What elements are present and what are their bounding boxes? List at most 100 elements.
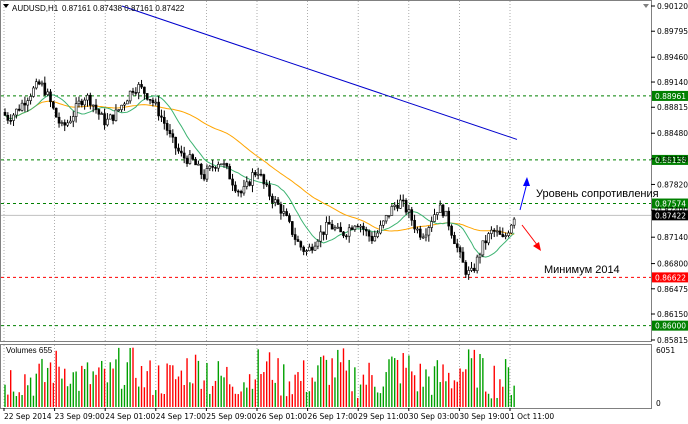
candle-body [228,166,232,180]
candle-body [498,230,502,235]
candle-body [128,90,132,102]
price-axis: 0.90120 0.89795 0.89460 0.89140 0.88815 0.884… [651,2,688,345]
price-tick-label: 0.86475 [657,285,688,294]
symbol-label: AUDUSD,H1 [12,4,59,13]
candle-body [134,92,138,94]
time-tick-label: 25 Sep 09:00 [206,412,256,421]
candle-body [34,81,38,89]
level-price-label: 0.87574 [655,200,686,209]
down-arrow-head-icon [533,242,541,251]
candle-body [504,235,507,237]
candle-body [399,199,402,209]
candle-body [222,163,226,165]
candle-body [356,225,360,228]
candle-body [145,93,149,100]
candle-body [473,267,476,272]
candle-body [396,204,399,209]
candle-body [236,190,240,193]
fast-ma-line [4,94,515,258]
current-price-label: 0.87422 [655,211,686,220]
candle-body [162,116,166,124]
candle-body [382,220,385,226]
candle-body [80,100,84,106]
candle-body [424,234,428,238]
candle-body [265,183,268,186]
candle-body [20,102,24,111]
candle-body [219,163,223,166]
candle-body [117,109,121,111]
candle-body [123,103,126,106]
time-tick-label: 24 Sep 17:00 [156,412,206,421]
candle-body [15,108,18,116]
header: AUDUSD,H1 0.87161 0.87438 0.87161 0.8742… [3,4,649,13]
candle-body [299,241,303,248]
candle-body [330,223,334,230]
price-tick-label: 0.86800 [657,260,688,269]
candle-body [436,212,439,215]
candle-body [17,108,21,111]
candle-body [254,172,257,176]
level-price-box [652,320,688,331]
ohlc-values: 0.87161 0.87438 0.87161 0.87422 [62,4,185,13]
price-tick-label: 0.90120 [657,2,688,11]
candle-body [413,219,416,230]
candle-body [23,102,27,106]
price-tick-label: 0.89795 [657,27,688,36]
time-tick-label: 29 Sep 11:00 [358,412,408,421]
candle-body [214,167,217,169]
candles [3,76,516,280]
annotation-resistance: Уровень сопротивления [536,188,659,200]
candle-body [276,199,280,205]
candle-body [319,231,323,242]
candle-body [296,239,300,242]
candle-body [182,152,186,159]
candle-body [143,86,146,94]
candle-body [202,174,206,180]
candle-body [208,165,212,169]
candle-body [430,221,433,228]
candle-body [481,240,485,256]
candle-body [313,245,317,251]
candle-body [384,215,388,222]
candle-body [325,222,328,235]
candle-body [171,133,175,138]
candle-body [248,181,251,186]
candle-body [256,173,260,176]
time-tick-label: 24 Sep 01:00 [105,412,155,421]
candle-body [37,81,41,85]
candle-body [350,227,354,230]
candle-body [6,114,10,121]
candle-body [401,199,405,202]
candle-body [461,251,465,263]
candle-body [239,191,243,194]
candle-body [484,240,488,244]
candle-body [231,178,234,186]
price-tick-label: 0.85815 [657,336,688,345]
candle-body [458,247,462,253]
level-price-box [652,90,688,101]
candle-body [467,270,470,275]
candle-body [137,84,140,94]
candle-body [478,254,482,258]
candle-body [29,96,32,101]
candle-body [57,116,61,124]
candle-body [370,235,374,242]
candle-body [188,154,192,164]
candle-body [302,246,305,252]
volume-pane-frame [0,344,652,409]
candle-body [114,109,118,121]
price-tick-label: 0.87140 [657,233,688,242]
candle-body [86,94,89,101]
candle-body [282,211,286,214]
time-tick-label: 26 Sep 01:00 [257,412,307,421]
candle-body [273,199,277,203]
time-tick-label: 30 Sep 03:00 [409,412,459,421]
time-tick-label: 23 Sep 09:00 [55,412,105,421]
up-arrow [519,182,528,211]
candle-body [168,130,172,134]
candle-body [367,230,371,237]
candle-body [66,122,69,126]
candle-body [268,184,271,197]
